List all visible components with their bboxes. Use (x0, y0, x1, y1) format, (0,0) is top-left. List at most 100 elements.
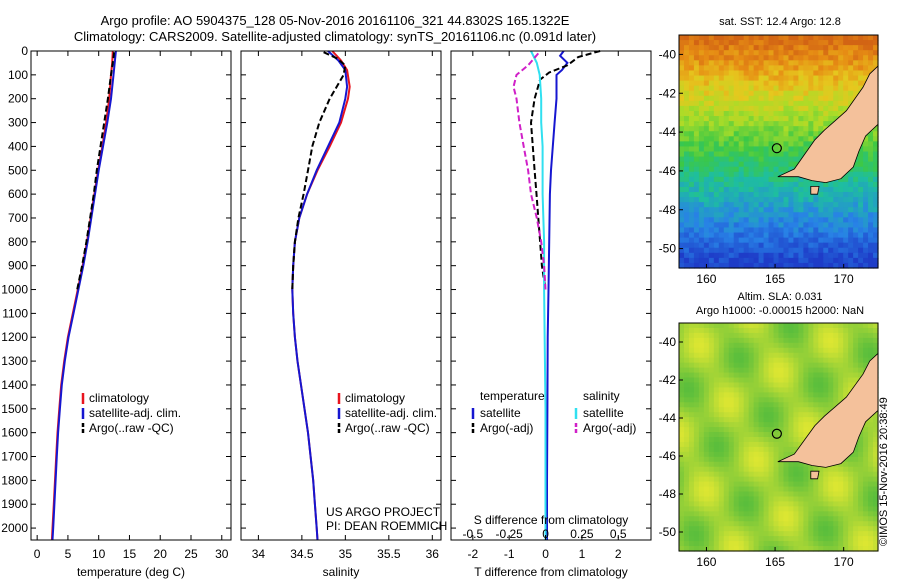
sla-map-cell (873, 466, 879, 473)
sla-map-cell (783, 486, 790, 493)
sst-map-cell (803, 70, 809, 77)
sla-map-cell (698, 501, 705, 507)
sst-map-cell (793, 181, 799, 188)
sst-map-cell (873, 232, 879, 239)
sst-map-cell (733, 237, 740, 244)
sst-map-cell (858, 60, 864, 66)
sla-map-cell (743, 526, 750, 532)
difference-legend: temperature salinitysatelliteArgo(-adj)sa… (462, 389, 636, 541)
sst-map-cell (738, 45, 745, 51)
sla-map-cell (703, 491, 710, 498)
sst-map-cell (773, 197, 780, 203)
sst-map-cell (863, 166, 869, 173)
sst-map-cell (823, 60, 829, 66)
sla-map-cell (843, 511, 849, 517)
sst-map-cell (758, 186, 765, 193)
sst-map-cell (679, 80, 685, 87)
sst-map-cell (728, 207, 735, 213)
sst-map-cell (723, 121, 730, 127)
sst-map-cell (683, 247, 690, 254)
sla-map-cell (798, 526, 804, 532)
sla-map-cell (838, 486, 844, 493)
sla-map-cell (873, 526, 879, 532)
sst-map-cell (679, 181, 685, 188)
sst-map-cell (758, 151, 765, 158)
sla-map-cell (798, 367, 804, 374)
sla-map-cell (713, 367, 720, 374)
sst-map-cell (708, 156, 715, 163)
sla-map-cell (763, 367, 770, 374)
sst-map-cell (753, 197, 760, 203)
sst-map-cell (753, 186, 760, 193)
sla-map-cell (718, 481, 725, 488)
sla-map-cell (718, 501, 725, 507)
sst-map-cell (813, 242, 819, 249)
sst-map-cell (798, 55, 804, 61)
sla-map-cell (768, 526, 775, 532)
sst-map-cell (778, 85, 785, 92)
sst-map-cell (693, 181, 700, 188)
sla-map-cell (758, 521, 765, 527)
sla-map-cell (688, 501, 695, 507)
sst-map-cell (843, 100, 849, 107)
sst-map-cell (798, 252, 804, 259)
sla-map-cell (863, 521, 869, 527)
sla-map-cell (698, 417, 705, 423)
sla-map-cell (848, 471, 854, 478)
sst-map-cell (733, 171, 740, 178)
sla-map-cell (753, 531, 760, 537)
sla-map-cell (833, 372, 839, 379)
sla-map-cell (783, 367, 790, 374)
sla-map-cell (738, 456, 745, 463)
sst-map-cell (808, 197, 814, 203)
sst-map-cell (743, 90, 750, 97)
sst-map-cell (843, 186, 849, 193)
sla-map-cell (773, 323, 780, 329)
sst-map-cell (858, 161, 864, 168)
sst-map-cell (708, 60, 715, 66)
sla-map-cell (768, 437, 775, 443)
sla-map-cell (848, 486, 854, 493)
sla-map-cell (703, 476, 710, 483)
sst-map-cell (768, 45, 775, 51)
sla-map-cell (748, 377, 755, 384)
sla-map-cell (788, 357, 795, 364)
sst-map-cell (783, 141, 790, 148)
sst-map-cell (833, 207, 839, 213)
sst-map-cell (798, 105, 804, 112)
sla-map-cell (693, 372, 700, 379)
sla-map-cell (753, 327, 760, 334)
sla-map-cell (708, 432, 715, 438)
sla-map-land-stewart-island (810, 470, 820, 480)
sst-map-cell (823, 90, 829, 97)
sst-map-cell (733, 232, 740, 239)
sla-map-cell (813, 491, 819, 498)
sst-map-cell (698, 247, 705, 254)
sst-map-cell (708, 212, 715, 218)
sst-map-cell (748, 141, 755, 148)
sla-map-cell (808, 427, 814, 433)
sla-map-cell (683, 422, 690, 428)
sla-map-cell (783, 387, 790, 393)
sla-map-cell (803, 486, 809, 493)
sst-map-cell (768, 176, 775, 183)
sla-map-cell (763, 337, 770, 344)
sst-map-cell (778, 121, 785, 127)
sst-map-cell (833, 100, 839, 107)
sst-map-cell (843, 60, 849, 66)
sla-map-cell (873, 461, 879, 468)
sla-map-cell (853, 506, 859, 512)
sst-map-cell (803, 126, 809, 132)
sst-map-cell (843, 257, 849, 264)
sla-map-cell (743, 471, 750, 478)
difference-legend-label: satellite (583, 406, 624, 420)
sla-map-cell (683, 382, 690, 389)
sst-map-cell (679, 257, 685, 264)
sst-map-cell (708, 45, 715, 51)
sla-map-cell (823, 506, 829, 512)
sla-map-cell (828, 541, 834, 547)
sla-map-cell (679, 327, 685, 334)
sla-map-cell (758, 526, 765, 532)
sst-map-cell (853, 40, 859, 46)
sst-map-cell (848, 262, 854, 269)
